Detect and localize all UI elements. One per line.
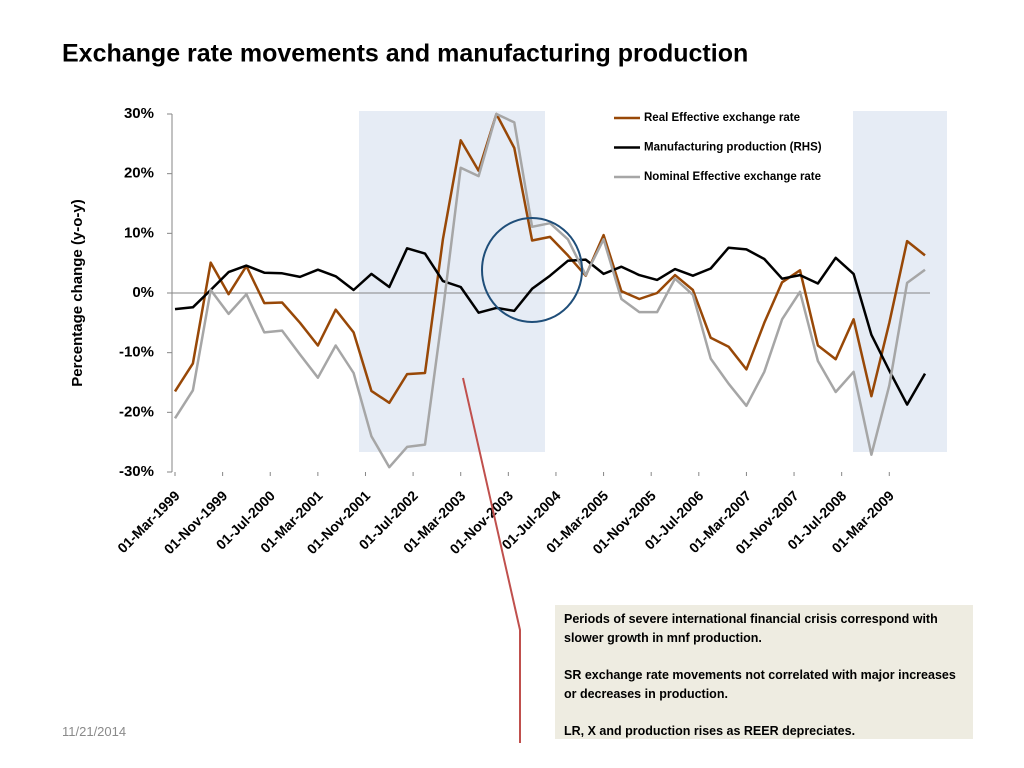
- crisis-shade: [359, 111, 545, 452]
- note-box: Periods of severe international financia…: [555, 605, 973, 739]
- series-line: [173, 112, 926, 469]
- legend-label: Manufacturing production (RHS): [644, 142, 822, 154]
- y-tick-label: -20%: [119, 403, 154, 420]
- footer-date: 11/21/2014: [62, 724, 127, 739]
- callout-line: [462, 377, 521, 743]
- series-line: [173, 112, 926, 405]
- y-tick-label: 10%: [124, 224, 154, 241]
- y-tick-label: 20%: [124, 165, 154, 182]
- y-axis-label: Percentage change (y-o-y): [69, 199, 86, 387]
- y-tick-label: 30%: [124, 105, 154, 122]
- y-tick-label: -30%: [119, 463, 154, 480]
- y-tick-label: 0%: [132, 284, 154, 301]
- note-text: SR exchange rate movements not correlate…: [564, 668, 956, 701]
- legend-label: Real Effective exchange rate: [644, 112, 800, 124]
- legend-label: Nominal Effective exchange rate: [644, 171, 821, 183]
- y-tick-label: -10%: [119, 344, 154, 361]
- note-text: LR, X and production rises as REER depre…: [564, 724, 856, 738]
- note-text: Periods of severe international financia…: [564, 612, 938, 645]
- series-line: [174, 246, 927, 406]
- crisis-shade: [853, 111, 947, 452]
- highlight-ellipse: [481, 217, 583, 323]
- chart-title: Exchange rate movements and manufacturin…: [62, 40, 748, 68]
